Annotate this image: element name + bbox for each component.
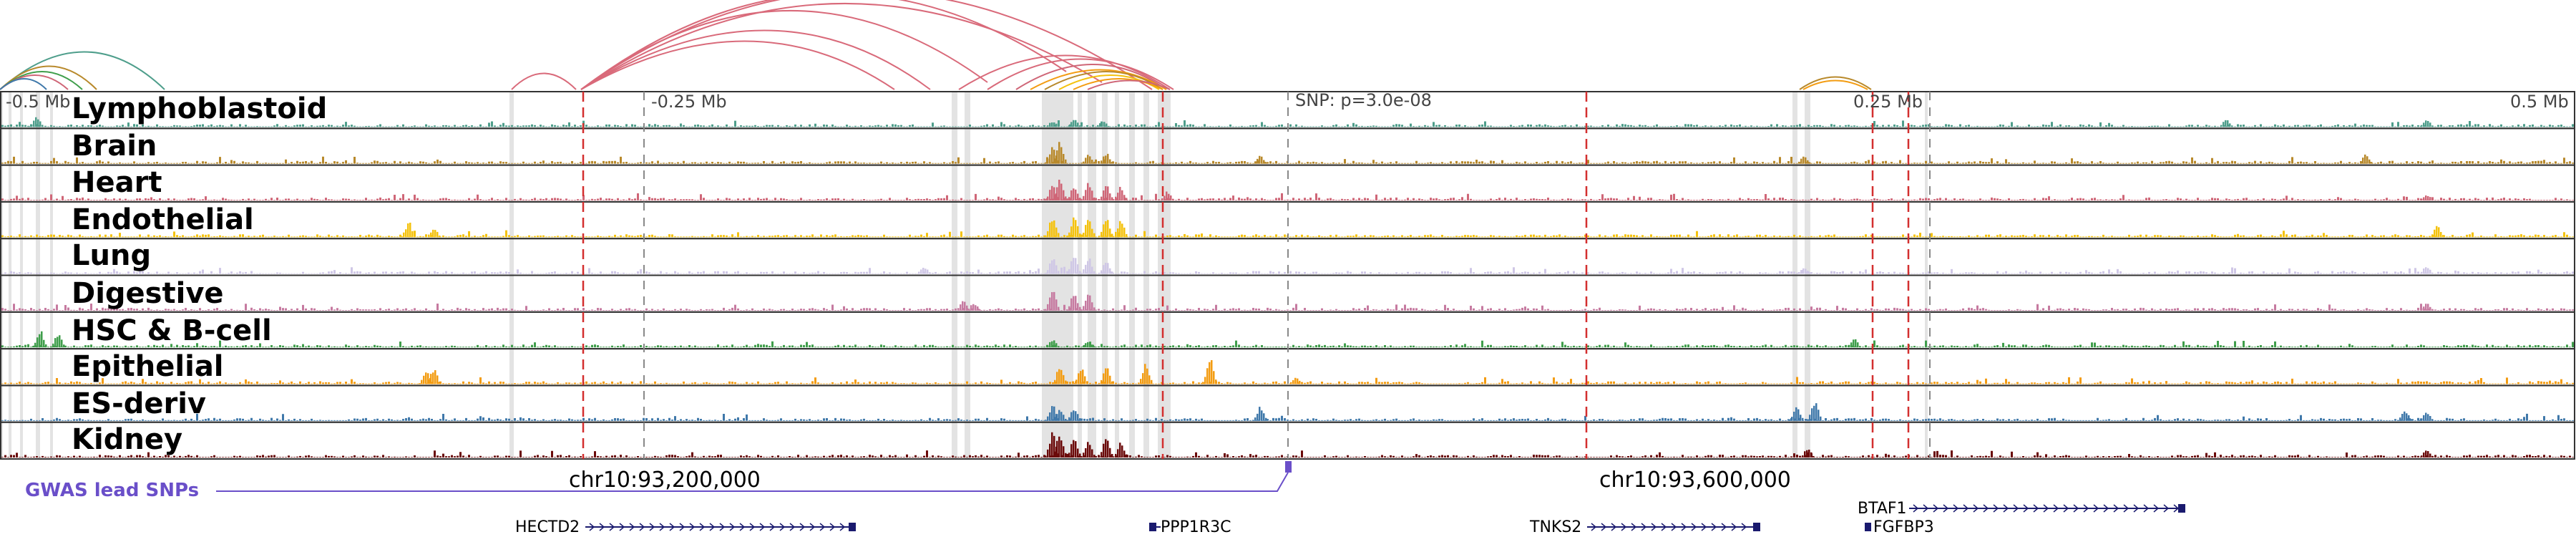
gene-body-ppp1r3c bbox=[1149, 523, 1161, 531]
track-label-hsc-b-cell: HSC & B-cell bbox=[72, 314, 272, 347]
gene-strand-arrows bbox=[1913, 504, 2180, 513]
signal-peaks bbox=[1045, 403, 2434, 421]
track-label-brain: Brain bbox=[72, 130, 157, 163]
arc-large-6 bbox=[580, 40, 895, 90]
ruler: -0.5 Mb -0.25 Mb SNP: p=3.0e-08 0.25 Mb … bbox=[6, 90, 2569, 112]
interaction-arcs bbox=[0, 0, 1872, 90]
gene-strand-arrows bbox=[1591, 523, 1747, 531]
arc-cluster-2 bbox=[987, 58, 1174, 90]
signal-noise bbox=[1, 156, 2574, 164]
ruler-label-left-mid: -0.25 Mb bbox=[651, 92, 727, 112]
track-label-epithelial: Epithelial bbox=[72, 350, 224, 383]
gene-label-btaf1: BTAF1 bbox=[1858, 500, 1907, 518]
signal-noise bbox=[1, 230, 2574, 238]
gene-body-hectd2 bbox=[585, 523, 856, 531]
track-label-heart: Heart bbox=[72, 166, 162, 199]
gene-label-fgfbp3: FGFBP3 bbox=[1873, 518, 1934, 536]
arc-cluster-4 bbox=[1030, 69, 1167, 90]
arc-cluster-8 bbox=[1087, 79, 1171, 90]
signal-peaks bbox=[419, 360, 1303, 384]
track-label-kidney: Kidney bbox=[72, 423, 182, 456]
arc-large-4 bbox=[580, 0, 1153, 90]
gene-track: HECTD2 PPP1R3C TNKS2 BTAF1 bbox=[515, 500, 2185, 536]
arc-left-5 bbox=[0, 78, 47, 90]
arc-cluster-1 bbox=[958, 54, 1171, 90]
track-label-digestive: Digestive bbox=[72, 277, 224, 310]
arc-right-2 bbox=[1802, 79, 1868, 90]
gwas-lead-snp-marker bbox=[1285, 461, 1292, 473]
arc-left-1 bbox=[0, 51, 165, 90]
gene-label-hectd2: HECTD2 bbox=[515, 518, 580, 536]
gwas-connector-line bbox=[216, 472, 1289, 492]
signal-peaks bbox=[957, 291, 2434, 311]
arc-right-1 bbox=[1799, 76, 1872, 90]
gene-label-tnks2: TNKS2 bbox=[1529, 518, 1581, 536]
track-label-es-deriv: ES-deriv bbox=[72, 387, 206, 420]
ruler-label-left: -0.5 Mb bbox=[6, 92, 70, 112]
ruler-label-right: 0.5 Mb bbox=[2510, 92, 2569, 112]
gene-strand-arrows bbox=[589, 523, 846, 531]
gene-body-tnks2 bbox=[1587, 523, 1760, 531]
track-label-endothelial: Endothelial bbox=[72, 203, 254, 236]
gene-body-btaf1 bbox=[1909, 504, 2185, 513]
track-label-lymphoblastoid: Lymphoblastoid bbox=[72, 92, 327, 125]
coordinate-label-right: chr10:93,600,000 bbox=[1599, 468, 1791, 493]
coordinate-label-left: chr10:93,200,000 bbox=[569, 468, 761, 493]
arc-left-2 bbox=[0, 65, 97, 90]
signal-peaks bbox=[1045, 180, 2434, 200]
arc-large-1 bbox=[580, 10, 988, 90]
signal-peaks bbox=[1045, 432, 2434, 458]
arc-large-5 bbox=[580, 29, 931, 90]
vertical-markers bbox=[582, 92, 1931, 459]
track-labels: Lymphoblastoid Brain Heart Endothelial L… bbox=[72, 92, 327, 456]
signal-peaks bbox=[401, 217, 2444, 238]
arc-cluster-7 bbox=[1073, 78, 1163, 90]
ruler-label-right-mid: 0.25 Mb bbox=[1853, 92, 1923, 112]
gwas-label: GWAS lead SNPs bbox=[25, 480, 199, 501]
signal-peaks bbox=[918, 258, 2434, 274]
track-label-lung: Lung bbox=[72, 239, 151, 272]
arc-cluster-3 bbox=[1015, 64, 1167, 90]
arc-large-3 bbox=[580, 2, 1103, 90]
ruler-label-center: SNP: p=3.0e-08 bbox=[1295, 90, 1432, 110]
gene-body-fgfbp3 bbox=[1865, 523, 1871, 531]
gene-label-ppp1r3c: PPP1R3C bbox=[1161, 518, 1231, 536]
signal-noise bbox=[1, 413, 2574, 421]
arc-small-1 bbox=[511, 72, 577, 90]
gwas-track: GWAS lead SNPs bbox=[25, 461, 1292, 501]
signal-peaks bbox=[1045, 142, 2373, 164]
